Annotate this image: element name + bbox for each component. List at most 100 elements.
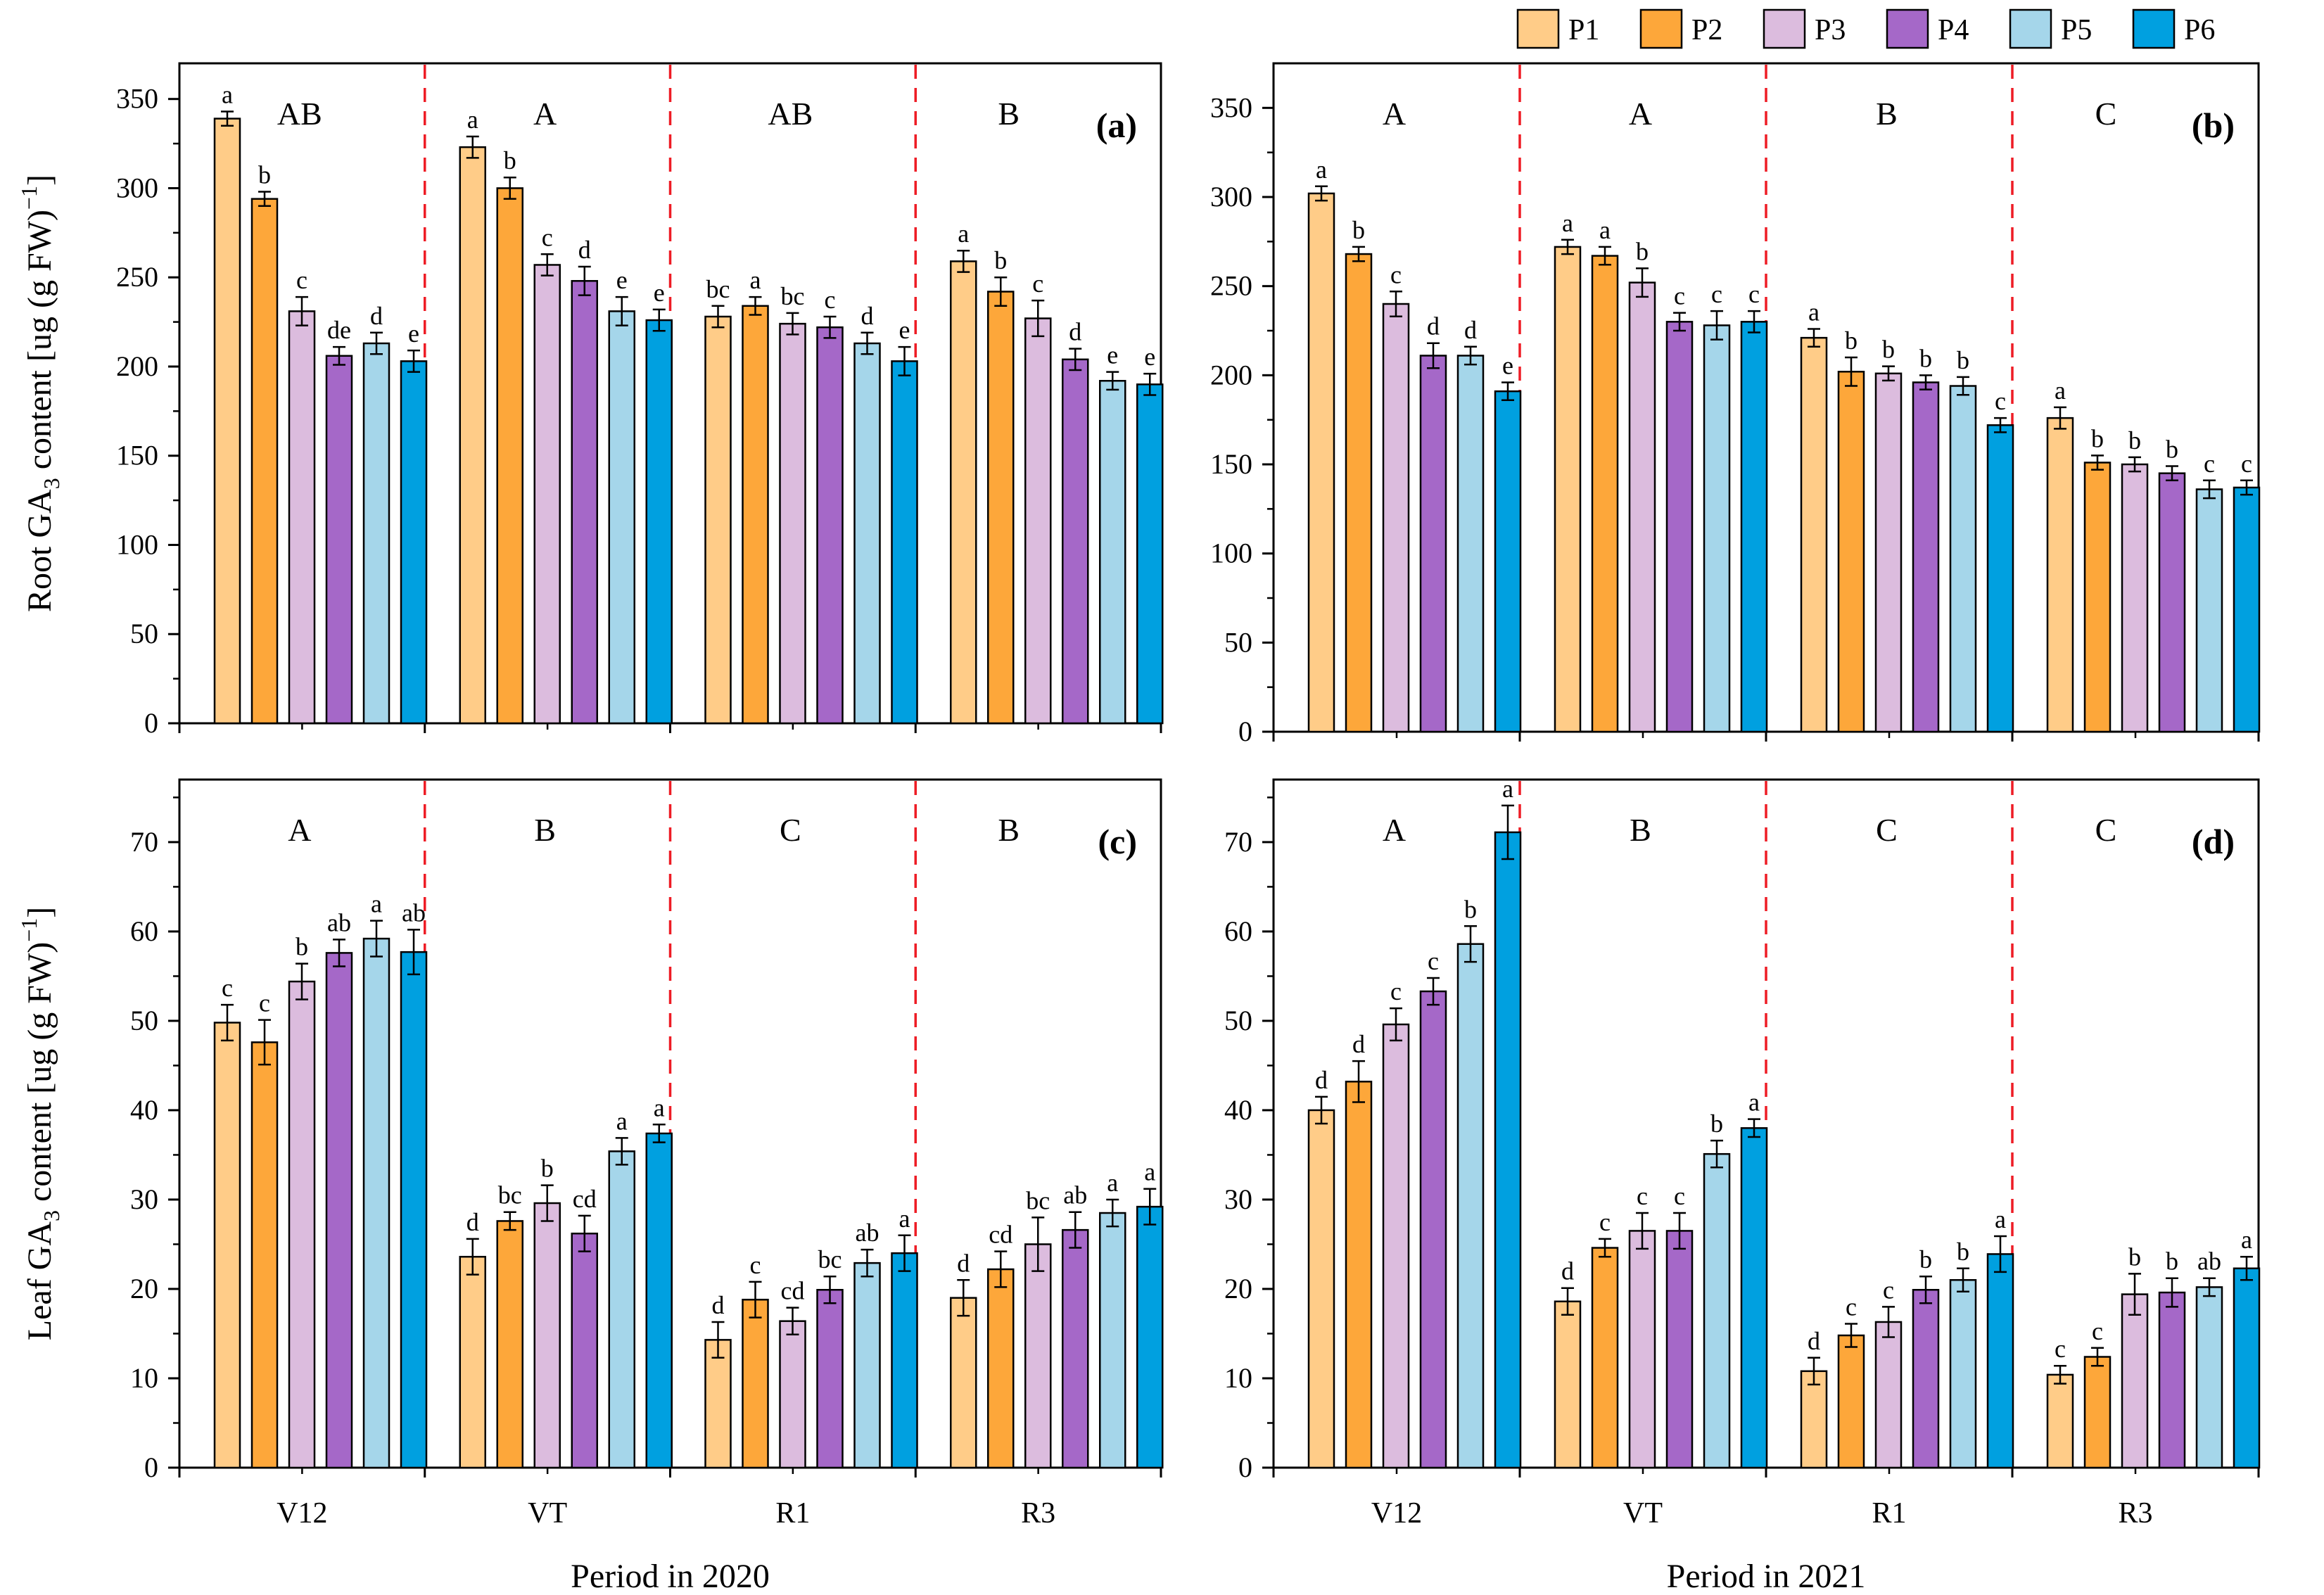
significance-letter: d [1808, 1327, 1820, 1355]
group-label: B [1630, 812, 1651, 848]
bar [1665, 1230, 1694, 1469]
bar [645, 1132, 673, 1469]
bar [1800, 1370, 1828, 1469]
significance-letter: bc [781, 282, 805, 310]
significance-letter: e [408, 319, 419, 348]
significance-letter: ab [402, 898, 426, 927]
y-tick-label: 30 [130, 1183, 158, 1215]
x-axis-title: Period in 2020 [571, 1558, 770, 1595]
y-tick-label: 10 [130, 1362, 158, 1394]
bar [571, 280, 598, 725]
bar [1062, 358, 1089, 725]
x-tick-label: V12 [277, 1497, 327, 1530]
bar [2046, 417, 2074, 733]
y-axis: 0 10 20 30 40 50 60 70 [130, 796, 179, 1483]
y-tick-label: 50 [1224, 626, 1252, 658]
group-label: A [288, 812, 311, 848]
bar [459, 1255, 486, 1469]
significance-letter: c [1711, 280, 1722, 308]
panel-label: (d) [2192, 822, 2235, 861]
x-tick-label: R1 [1872, 1497, 1906, 1530]
significance-letter: d [578, 236, 591, 264]
bar [1099, 1212, 1126, 1469]
significance-letter: b [1710, 1110, 1723, 1138]
significance-letter: c [1390, 260, 1402, 288]
significance-letter: a [1808, 298, 1820, 326]
significance-letter: c [1032, 269, 1043, 298]
bar [2158, 472, 2186, 733]
y-axis: 0 50 100 150 200 250 300 350 [1210, 91, 1274, 747]
significance-letter: b [1636, 237, 1649, 265]
significance-letter: cd [781, 1277, 805, 1305]
significance-letter: d [1464, 316, 1477, 344]
x-axis [178, 723, 1162, 733]
legend: P1 P2 P3 P4 P5 P6 [1516, 8, 2215, 49]
significance-letter: c [542, 223, 553, 251]
bar [362, 937, 390, 1469]
bar [1099, 380, 1126, 725]
significance-letter: b [2128, 426, 2141, 455]
significance-letter: b [541, 1155, 554, 1183]
x-tick-label: VT [1623, 1497, 1663, 1530]
group-label: AB [768, 96, 813, 132]
y-tick-label: 70 [1224, 826, 1252, 858]
significance-letter: b [1919, 344, 1932, 372]
significance-letter: b [1957, 1238, 1969, 1266]
significance-letter: b [504, 146, 516, 174]
x-tick-label: R3 [2118, 1497, 2152, 1530]
x-tick-label: R1 [775, 1497, 810, 1530]
significance-letter: b [1957, 346, 1969, 374]
y-tick-label: 100 [1210, 538, 1252, 569]
bar [704, 1339, 732, 1469]
legend-label-P6: P6 [2184, 14, 2215, 46]
significance-letter: d [370, 302, 383, 330]
bar [1024, 1243, 1052, 1469]
significance-letter: b [1845, 326, 1858, 355]
y-axis: 0 50 100 150 200 250 300 350 [116, 83, 179, 739]
bar [2233, 486, 2261, 733]
significance-letter: c [1674, 1182, 1685, 1210]
y-axis: 0 10 20 30 40 50 60 70 [1224, 796, 1274, 1483]
bar [213, 117, 241, 725]
significance-letter: c [259, 989, 270, 1017]
bar [608, 1150, 635, 1469]
y-tick-label: 150 [116, 440, 158, 471]
significance-letter: c [1637, 1182, 1648, 1210]
legend-swatch-P1 [1516, 8, 1560, 49]
bar [325, 355, 353, 725]
bar [1382, 1023, 1410, 1469]
bar [1665, 321, 1694, 733]
significance-letter: c [1390, 977, 1402, 1005]
bar [742, 305, 769, 725]
significance-letter: b [1882, 336, 1895, 364]
y-tick-label: 0 [144, 1451, 158, 1483]
y-tick-label: 0 [144, 707, 158, 739]
significance-letter: b [2128, 1243, 2141, 1271]
bar [1456, 943, 1485, 1469]
significance-letter: c [2204, 450, 2215, 478]
significance-letter: e [1502, 351, 1513, 379]
significance-letter: b [1919, 1245, 1932, 1273]
bar [2121, 1293, 2149, 1469]
bar [2083, 1356, 2112, 1469]
x-axis [1272, 732, 2260, 742]
bar [1494, 390, 1522, 733]
group-label: B [534, 812, 556, 848]
x-axis-title: Period in 2021 [1667, 1558, 1866, 1595]
bar [250, 1041, 279, 1469]
y-tick-label: 250 [1210, 270, 1252, 302]
significance-letter: a [616, 1107, 628, 1135]
significance-letter: d [1315, 1066, 1328, 1094]
y-tick-label: 60 [130, 915, 158, 947]
bar [891, 360, 918, 725]
significance-letter: ab [1063, 1181, 1087, 1209]
series-P6: a a a a [1494, 775, 2261, 1469]
bar [362, 342, 390, 725]
panel-label: (a) [1096, 106, 1137, 145]
significance-letter: a [750, 266, 761, 294]
